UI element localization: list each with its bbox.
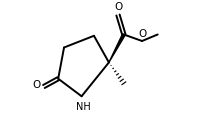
Text: O: O (114, 2, 122, 12)
Text: O: O (32, 80, 40, 90)
Polygon shape (109, 34, 125, 62)
Text: NH: NH (76, 102, 91, 112)
Text: O: O (139, 29, 147, 39)
